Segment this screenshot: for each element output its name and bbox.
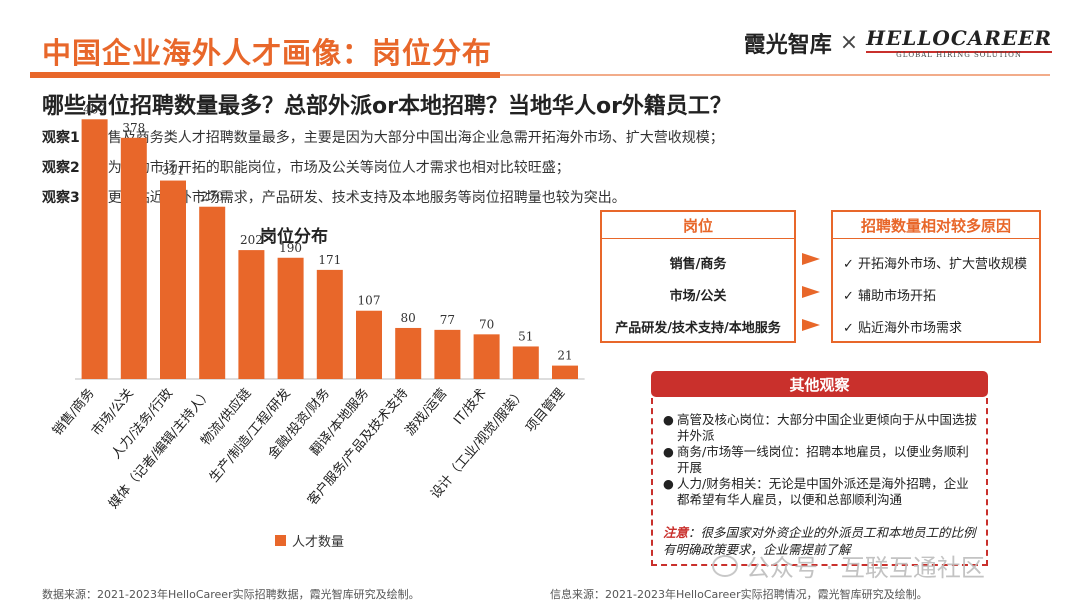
bar-8	[395, 327, 422, 379]
arrow-right-icon	[802, 253, 820, 265]
check-icon: ✓	[843, 257, 854, 272]
position-item: 产品研发/技术支持/本地服务	[615, 321, 781, 336]
bar-10	[473, 334, 500, 379]
bar-9	[434, 329, 461, 379]
x-tick-label-0: 销售/商务	[49, 385, 98, 438]
data-label-7: 107	[358, 294, 381, 308]
data-label-8: 80	[401, 311, 416, 325]
arrow-right-icon	[802, 319, 820, 331]
bar-7	[356, 310, 382, 379]
bar-3	[199, 206, 226, 379]
x-tick-label-3: 媒体（记者/编辑/主持人）	[106, 386, 215, 512]
observation-label: 观察2	[42, 160, 80, 176]
x-tick-label-2: 人力/法务/行政	[108, 385, 176, 462]
bar-12	[552, 365, 578, 379]
note: 注意：很多国家对外资企业的外派员工和本地员工的比例有明确政策要求，企业需提前了解	[663, 524, 979, 558]
bullet-icon: ●	[663, 412, 674, 427]
position-list: 销售/商务 市场/公关 产品研发/技术支持/本地服务	[600, 239, 796, 343]
hellocareer-logo-subtitle: GLOBAL HIRING SOLUTION	[896, 51, 1023, 59]
reason-text: 辅助市场开拓	[858, 289, 937, 304]
hellocareer-logo: HELLOCAREER GLOBAL HIRING SOLUTION	[866, 26, 1052, 59]
reason-text: 开拓海外市场、扩大营收规模	[858, 257, 1028, 272]
x-tick-label-1: 市场/公关	[88, 385, 137, 438]
bar-11	[512, 346, 539, 379]
bullet-icon: ●	[663, 444, 674, 459]
data-label-9: 77	[440, 313, 455, 327]
arrow-right-icon	[802, 286, 820, 298]
watermark: 公众号 · 互联互通社区	[712, 548, 985, 583]
position-header: 岗位	[600, 210, 796, 240]
other-bullet: ● 高管及核心岗位：大部分中国企业更倾向于从中国选拔并外派	[663, 412, 981, 444]
bar-5	[277, 257, 304, 379]
position-item: 销售/商务	[669, 257, 727, 272]
observation-1: 观察1：销售及商务类人才招聘数量最多，主要是因为大部分中国出海企业急需开拓海外市…	[42, 127, 724, 147]
observation-text: ：销售及商务类人才招聘数量最多，主要是因为大部分中国出海企业急需开拓海外市场、扩…	[79, 130, 724, 146]
watermark-text: 公众号 · 互联互通社区	[746, 554, 985, 582]
x-tick-label-11: 设计（工业/视觉/服装）	[428, 386, 529, 502]
x-tick-label-8: 客户服务/产品及技术支持	[304, 385, 411, 508]
data-source-left: 数据来源：2021-2023年HelloCareer实际招聘数据，霞光智库研究及…	[42, 588, 420, 601]
reason-item: ✓ 辅助市场开拓	[843, 285, 936, 304]
brand-logos: 霞光智库 × HELLOCAREER GLOBAL HIRING SOLUTIO…	[744, 26, 1052, 59]
data-label-10: 70	[479, 317, 494, 331]
bullet-icon: ●	[663, 476, 674, 491]
reason-header: 招聘数量相对较多原因	[831, 210, 1041, 240]
key-question: 哪些岗位招聘数量最多？总部外派or本地招聘？当地华人or外籍员工？	[42, 94, 732, 119]
x-tick-label-12: 项目管理	[523, 386, 568, 435]
observation-label: 观察3	[42, 190, 80, 206]
other-observations-box: ● 高管及核心岗位：大部分中国企业更倾向于从中国选拔并外派 ● 商务/市场等一线岗位…	[651, 398, 988, 566]
reason-item: ✓ 开拓海外市场、扩大营收规模	[843, 253, 1027, 272]
observation-3: 观察3：为更加贴近海外市场需求，产品研发、技术支持及本地服务等岗位招聘量也较为突…	[42, 187, 626, 207]
observation-text: ：为更加贴近海外市场需求，产品研发、技术支持及本地服务等岗位招聘量也较为突出。	[79, 190, 626, 206]
bullet-text: 高管及核心岗位：大部分中国企业更倾向于从中国选拔并外派	[677, 412, 978, 443]
observation-label: 观察1	[42, 130, 80, 146]
reason-item: ✓ 贴近海外市场需求	[843, 317, 962, 336]
other-observations-header: 其他观察	[651, 371, 988, 397]
position-item: 市场/公关	[669, 289, 727, 304]
legend-swatch	[275, 535, 286, 546]
observation-text: ：作为辅助市场开拓的职能岗位，市场及公关等岗位人才需求也相对比较旺盛；	[79, 160, 570, 176]
bullet-text: 人力/财务相关：无论是中国外派还是海外招聘，企业都希望有华人雇员，以便和总部顺利…	[677, 476, 969, 507]
other-bullet: ● 人力/财务相关：无论是中国外派还是海外招聘，企业都希望有华人雇员，以便和总部顺…	[663, 476, 981, 508]
wechat-icon	[712, 554, 738, 577]
reason-text: 贴近海外市场需求	[858, 321, 963, 336]
chart-legend: 人才数量	[275, 531, 344, 550]
note-label: 注意	[663, 525, 689, 540]
legend-label: 人才数量	[292, 535, 345, 550]
title-divider	[30, 74, 1050, 76]
hellocareer-logo-bar	[866, 51, 1052, 53]
data-label-6: 171	[318, 253, 341, 267]
bar-2	[160, 180, 186, 379]
x-tick-label-5: 生产/制造/工程/研发	[206, 385, 294, 485]
observation-2: 观察2：作为辅助市场开拓的职能岗位，市场及公关等岗位人才需求也相对比较旺盛；	[42, 157, 570, 177]
note-text: ：很多国家对外资企业的外派员工和本地员工的比例有明确政策要求，企业需提前了解	[663, 525, 976, 557]
chart-title: 岗位分布	[260, 227, 328, 247]
bar-6	[316, 269, 343, 379]
data-source-right: 信息来源：2021-2023年HelloCareer实际招聘情况，霞光智库研究及…	[550, 588, 928, 601]
data-label-12: 21	[557, 349, 572, 363]
x-tick-label-7: 翻译/本地服务	[307, 385, 372, 458]
check-icon: ✓	[843, 321, 854, 336]
x-tick-label-9: 游戏/运营	[403, 386, 451, 439]
brand-separator: ×	[839, 30, 859, 55]
bar-4	[238, 250, 265, 379]
x-tick-label-10: IT/技术	[451, 386, 490, 428]
brand-cn-logo: 霞光智库	[743, 32, 832, 58]
other-bullet: ● 商务/市场等一线岗位：招聘本地雇员，以便业务顺利开展	[663, 444, 981, 476]
reason-list: ✓ 开拓海外市场、扩大营收规模 ✓ 辅助市场开拓 ✓ 贴近海外市场需求	[831, 239, 1041, 343]
hellocareer-logo-text: HELLOCAREER	[866, 26, 1052, 50]
page-title: 中国企业海外人才画像：岗位分布	[42, 36, 493, 70]
bullet-text: 商务/市场等一线岗位：招聘本地雇员，以便业务顺利开展	[677, 444, 969, 475]
title-accent-bar	[30, 72, 500, 78]
check-icon: ✓	[843, 289, 854, 304]
data-label-11: 51	[518, 329, 533, 343]
x-tick-label-6: 金融/投资/财务	[265, 385, 333, 462]
x-tick-label-4: 物流/供应链	[198, 385, 255, 448]
